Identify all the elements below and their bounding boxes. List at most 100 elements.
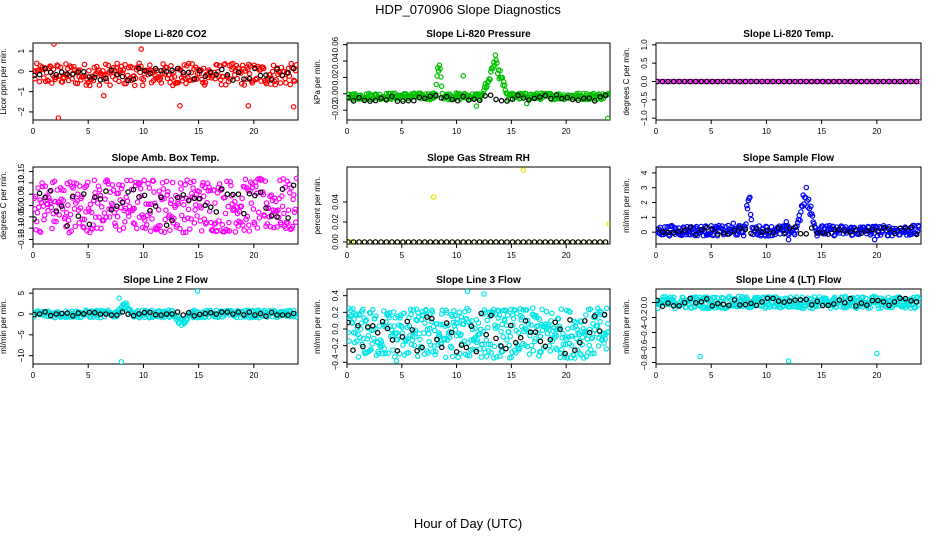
data-point-all <box>265 205 272 212</box>
data-point-all <box>484 317 491 324</box>
data-point-mean <box>488 312 494 319</box>
data-point-all <box>41 212 48 219</box>
data-point-mean <box>438 95 445 101</box>
data-point-all <box>81 224 87 231</box>
data-point-mean <box>819 78 826 85</box>
y-axis-label: degrees C per min. <box>622 47 631 115</box>
data-point-mean <box>185 197 192 204</box>
data-point-mean <box>360 343 366 350</box>
data-point-all <box>234 75 241 82</box>
data-point-all <box>74 80 81 87</box>
data-point-all <box>129 64 136 71</box>
data-point-all <box>273 208 280 215</box>
data-point-mean <box>742 78 749 85</box>
plot-frame <box>655 166 922 245</box>
data-point-mean <box>147 70 153 77</box>
data-point-mean <box>564 94 571 101</box>
data-point-mean <box>421 95 428 102</box>
data-point-mean <box>764 227 771 234</box>
data-point-all <box>165 188 171 195</box>
data-point-all <box>57 64 64 71</box>
data-point-mean <box>886 302 892 309</box>
data-point-all <box>200 179 206 186</box>
data-point-all <box>48 80 55 86</box>
x-tick-label: 5 <box>400 371 405 380</box>
data-point-mean <box>350 347 356 354</box>
data-point-mean <box>58 69 65 75</box>
data-point-all <box>498 328 504 335</box>
data-point-all <box>515 329 522 336</box>
data-point-all <box>390 347 396 353</box>
data-point-all <box>189 60 196 67</box>
data-point-all <box>236 208 243 215</box>
data-point-mean <box>764 295 771 302</box>
data-point-all <box>120 225 127 231</box>
x-tick-label: 20 <box>872 127 881 136</box>
data-point-all <box>33 60 40 67</box>
data-point-all <box>292 206 298 213</box>
data-point-mean <box>726 78 732 85</box>
data-point-mean <box>586 329 593 336</box>
data-point-all <box>65 217 72 224</box>
x-tick-label: 20 <box>872 251 881 260</box>
data-point-all <box>290 192 297 198</box>
data-point-mean <box>361 239 368 244</box>
data-point-all <box>526 351 533 358</box>
data-point-mean <box>731 297 738 303</box>
data-points <box>656 184 921 243</box>
data-point-all <box>45 207 51 214</box>
data-point-all <box>132 82 138 89</box>
data-point-mean <box>81 69 87 75</box>
data-point-mean <box>369 322 376 329</box>
data-point-mean <box>108 206 115 213</box>
data-point-mean <box>460 239 466 244</box>
data-point-mean <box>361 97 368 104</box>
x-tick-label: 15 <box>507 251 516 260</box>
data-point-all <box>249 184 256 191</box>
data-point-mean <box>665 229 671 236</box>
data-point-all <box>679 78 685 85</box>
data-point-mean <box>136 65 142 72</box>
data-point-mean <box>257 72 264 79</box>
data-point-all <box>268 192 275 198</box>
data-point-all <box>275 207 281 213</box>
data-point-all <box>543 308 550 315</box>
data-point-mean <box>581 318 588 324</box>
data-point-all <box>168 197 175 203</box>
data-point-mean <box>372 239 379 244</box>
data-point-mean <box>775 298 782 304</box>
data-point-mean <box>367 98 373 104</box>
data-point-mean <box>47 69 54 76</box>
data-point-mean <box>759 229 765 235</box>
data-point-mean <box>202 73 209 80</box>
data-point-all <box>269 68 276 75</box>
data-point-all <box>536 316 543 322</box>
data-point-all <box>744 296 751 302</box>
data-point-all <box>743 202 750 209</box>
plot-frame <box>346 42 611 121</box>
panel-2: Slope Li-820 Pressure kPa per min. 0 5 10 15 2… <box>313 29 611 136</box>
x-tick-label: 0 <box>345 371 350 380</box>
data-point-mean <box>97 77 104 83</box>
data-point-mean <box>70 71 76 78</box>
data-point-mean <box>130 312 137 319</box>
data-point-mean <box>591 313 598 319</box>
data-point-mean <box>33 72 37 79</box>
data-point-all <box>783 219 790 225</box>
data-point-all <box>433 81 440 88</box>
data-point-mean <box>819 302 826 309</box>
data-point-mean <box>803 231 810 237</box>
data-point-all <box>167 200 174 207</box>
data-point-mean <box>526 239 532 244</box>
data-point-all <box>443 307 450 314</box>
data-point-all <box>412 333 418 340</box>
data-point-all <box>528 342 535 349</box>
data-point-all <box>488 349 494 356</box>
data-point-all <box>831 294 838 301</box>
data-point-all <box>155 207 162 213</box>
data-point-mean <box>569 239 576 244</box>
data-point-mean <box>130 76 137 83</box>
data-point-all <box>210 187 217 193</box>
data-point-all <box>181 201 187 208</box>
data-point-mean <box>383 239 390 244</box>
